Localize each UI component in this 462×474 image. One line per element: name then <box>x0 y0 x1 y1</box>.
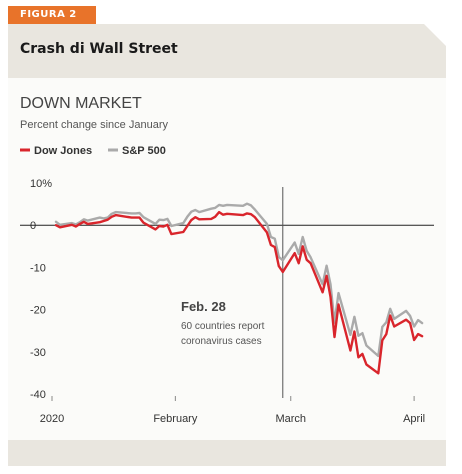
y-tick-label-4: -30 <box>30 347 46 359</box>
x-tick-label-1: February <box>153 413 198 425</box>
chart-panel <box>8 78 446 440</box>
series-line-dow-jones <box>54 210 424 375</box>
annotation: Feb. 28 60 countries report coronavirus … <box>181 299 265 347</box>
x-tick-label-0: 2020 <box>40 413 64 425</box>
x-tick-label-2: March <box>275 413 306 425</box>
figure-footer <box>8 440 446 466</box>
legend-label-sp500: S&P 500 <box>122 145 166 157</box>
series-layer <box>54 202 424 375</box>
y-tick-label-0: 10% <box>30 178 52 190</box>
y-axis: 10% 0 -10 -20 -30 -40 <box>30 178 52 401</box>
annotation-text-line2: coronavirus cases <box>181 336 262 347</box>
annotation-title: Feb. 28 <box>181 299 226 314</box>
chart-title: DOWN MARKET <box>20 95 142 112</box>
figure-tab: FIGURA 2 <box>8 6 96 24</box>
y-tick-label-3: -20 <box>30 305 46 317</box>
chart-subtitle: Percent change since January <box>20 119 168 131</box>
annotation-text-line1: 60 countries report <box>181 321 265 332</box>
x-tick-label-3: April <box>403 413 425 425</box>
figure-header: Crash di Wall Street <box>8 24 446 78</box>
y-tick-label-5: -40 <box>30 389 46 401</box>
series-line-s-p-500 <box>54 202 424 358</box>
legend-label-dow-jones: Dow Jones <box>34 145 92 157</box>
legend: Dow Jones S&P 500 <box>20 145 166 157</box>
figure-title: Crash di Wall Street <box>20 41 178 57</box>
x-axis: 2020 February March April <box>40 396 425 425</box>
y-tick-label-2: -10 <box>30 262 46 274</box>
y-tick-label-1: 0 <box>30 220 36 232</box>
